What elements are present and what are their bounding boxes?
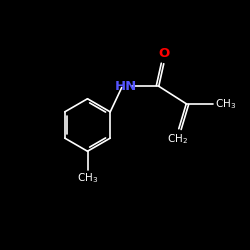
Text: HN: HN <box>115 80 138 93</box>
Text: CH$_3$: CH$_3$ <box>216 97 237 111</box>
Text: O: O <box>158 47 170 60</box>
Text: CH$_3$: CH$_3$ <box>77 171 98 185</box>
Text: CH$_2$: CH$_2$ <box>167 132 188 146</box>
